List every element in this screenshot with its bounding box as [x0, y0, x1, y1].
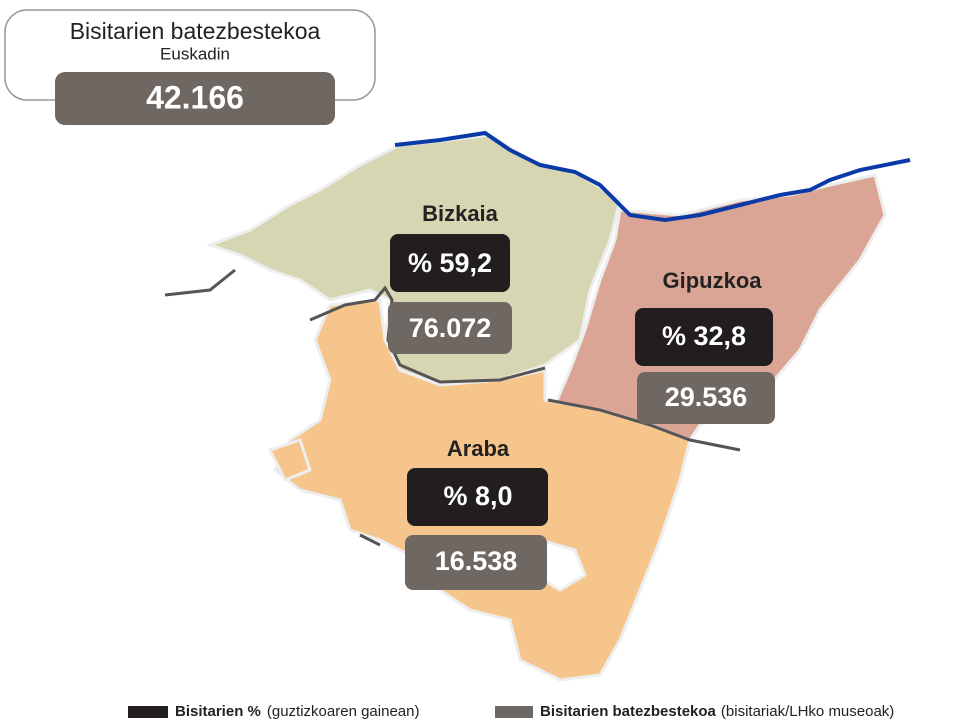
average-box — [388, 302, 512, 354]
percent-box — [390, 234, 510, 292]
legend-swatch — [128, 706, 168, 718]
percent-box — [407, 468, 548, 526]
average-box — [637, 372, 775, 424]
legend-label: Bisitarien % — [175, 703, 261, 720]
region-percent: % 32,8 — [662, 321, 746, 351]
coastline — [394, 130, 911, 223]
legend-note: (guztizkoaren gainean) — [267, 703, 420, 720]
header-value-box — [55, 72, 335, 125]
header-title: Bisitarien batezbestekoa — [70, 18, 321, 44]
legend-note: (bisitariak/LHko museoak) — [721, 703, 894, 720]
region-name: Gipuzkoa — [662, 268, 762, 293]
header-value: 42.166 — [146, 79, 244, 115]
map — [205, 133, 887, 682]
region-average: 16.538 — [435, 546, 518, 576]
region-average: 29.536 — [665, 382, 748, 412]
percent-box — [635, 308, 773, 366]
legend-item: Bisitarien % (guztizkoaren gainean) — [175, 703, 419, 720]
region-percent: % 8,0 — [443, 481, 512, 511]
region-average: 76.072 — [409, 313, 492, 343]
region-name: Araba — [447, 436, 510, 461]
header-subtitle: Euskadin — [160, 44, 230, 63]
legend-swatch — [495, 706, 533, 718]
average-box — [405, 535, 547, 590]
enclave — [267, 438, 312, 482]
legend-label: Bisitarien batezbestekoa — [540, 703, 717, 720]
region-percent: % 59,2 — [408, 248, 492, 278]
region-name: Bizkaia — [422, 201, 499, 226]
legend-item: Bisitarien batezbestekoa (bisitariak/LHko… — [540, 703, 894, 720]
